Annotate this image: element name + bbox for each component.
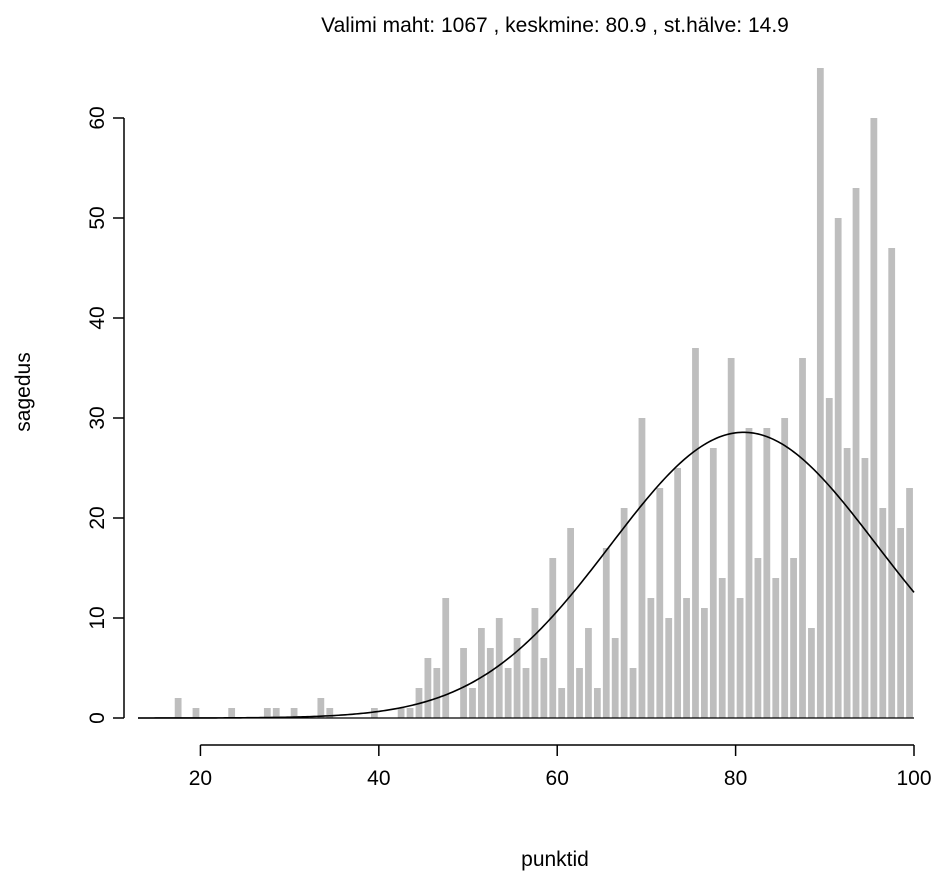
histogram-bar [406, 708, 414, 718]
histogram-bar [870, 118, 878, 718]
y-tick-label: 50 [86, 206, 109, 229]
histogram-bar [781, 418, 789, 718]
y-tick-label: 60 [86, 106, 109, 129]
histogram-bar [843, 448, 851, 718]
y-tick-label: 40 [86, 306, 109, 329]
histogram-bar [718, 578, 726, 718]
histogram-bar [192, 708, 200, 718]
histogram-bar [611, 638, 619, 718]
histogram-bar [629, 668, 637, 718]
histogram-bar [263, 708, 271, 718]
histogram-bar [326, 708, 334, 718]
histogram-bar [504, 668, 512, 718]
histogram-bar [683, 598, 690, 718]
y-tick-label: 0 [86, 712, 109, 724]
histogram-bar [513, 638, 521, 718]
histogram-bar [602, 548, 610, 718]
histogram-bar [620, 508, 628, 718]
histogram-bar [879, 508, 887, 718]
histogram-bar [906, 488, 913, 718]
histogram-bar [531, 608, 539, 718]
x-axis: 20 40 60 80 100 [189, 744, 932, 790]
histogram-bar [370, 708, 378, 718]
histogram-bar [228, 708, 236, 718]
histogram-bar [460, 648, 467, 718]
histogram-bar [888, 248, 896, 718]
histogram-bar [317, 698, 325, 718]
x-tick-label: 80 [724, 767, 747, 790]
histogram-bar [576, 668, 583, 718]
histogram-bar [442, 598, 450, 718]
histogram-bar [486, 648, 494, 718]
histogram-bar [469, 688, 476, 718]
histogram-bar [272, 708, 280, 718]
histogram-bar [495, 618, 503, 718]
histogram-bar [174, 698, 182, 718]
histogram-bar [763, 428, 771, 718]
histogram-bar [861, 458, 869, 718]
normal-curve-line [138, 431, 915, 719]
y-axis-label: sagedus [12, 352, 35, 431]
y-tick-label: 30 [86, 406, 109, 429]
histogram-bar [709, 448, 717, 718]
histogram-bar [433, 668, 441, 718]
histogram-bar [638, 418, 646, 718]
histogram-bar [799, 358, 806, 718]
histogram-bar [478, 628, 485, 718]
x-tick-label: 40 [367, 767, 390, 790]
y-axis: 0 10 20 30 40 50 60 [86, 106, 125, 724]
y-tick-label: 10 [86, 606, 109, 629]
histogram-bar [754, 558, 762, 718]
histogram-bar [736, 598, 744, 718]
x-tick-label: 100 [896, 767, 931, 790]
y-tick-label: 20 [86, 506, 109, 529]
histogram-bar [816, 68, 824, 718]
histogram-bar [772, 578, 780, 718]
x-tick-label: 60 [546, 767, 569, 790]
histogram-bar [593, 688, 601, 718]
histogram-bar [647, 598, 655, 718]
histogram-bar [567, 528, 574, 718]
x-axis-label: punktid [521, 848, 589, 871]
histogram-bar [665, 618, 673, 718]
histogram-bar [558, 688, 566, 718]
histogram-bar [656, 488, 664, 718]
bar-series [138, 68, 914, 719]
histogram-bar [834, 218, 842, 718]
histogram-bar [692, 348, 699, 718]
histogram-bar [852, 188, 860, 718]
histogram-bar [897, 528, 905, 718]
x-tick-label: 20 [189, 767, 212, 790]
histogram-bar [825, 398, 833, 718]
histogram-bar [522, 668, 530, 718]
histogram-bar [424, 658, 432, 718]
histogram-bar [397, 708, 405, 718]
histogram-bar [549, 558, 557, 718]
chart-title: Valimi maht: 1067 , keskmine: 80.9 , st.… [321, 14, 789, 37]
histogram-bar [808, 628, 815, 718]
histogram-bar [674, 468, 682, 718]
histogram-bar [290, 708, 298, 718]
histogram-bar [790, 558, 797, 718]
histogram-bar [540, 658, 548, 718]
histogram-bar [745, 428, 753, 718]
histogram-bar [585, 628, 592, 718]
histogram-bar [701, 608, 708, 718]
histogram-bar [727, 358, 735, 718]
